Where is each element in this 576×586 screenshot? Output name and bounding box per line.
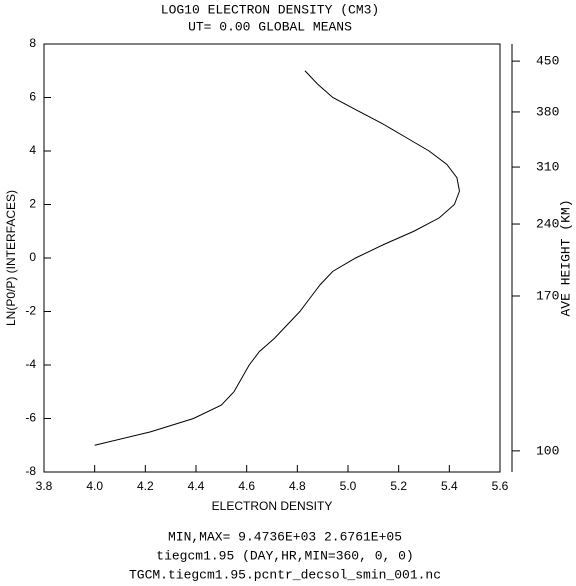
x-tick-label: 5.2: [390, 479, 407, 493]
data-line: [94, 70, 460, 446]
y-tick-label: -2: [25, 304, 36, 318]
y-tick-label: -4: [25, 357, 36, 371]
y2-tick-label: 100: [536, 443, 559, 458]
y-tick-label: -8: [25, 464, 36, 478]
y-tick-label: 8: [29, 36, 36, 50]
x-tick-label: 4.2: [137, 479, 154, 493]
x-tick-label: 5.4: [441, 479, 458, 493]
y2-tick-label: 310: [536, 159, 559, 174]
y2-tick-label: 170: [536, 288, 559, 303]
y2-tick-label: 240: [536, 216, 559, 231]
y-axis-label: LN(P0/P) (INTERFACES): [4, 190, 18, 326]
footer-line: TGCM.tiegcm1.95.pcntr_decsol_smin_001.nc: [129, 567, 441, 582]
y-tick-label: 6: [29, 90, 36, 104]
x-tick-label: 4.4: [188, 479, 205, 493]
x-tick-label: 4.6: [238, 479, 255, 493]
y2-tick-label: 450: [536, 54, 559, 69]
x-tick-label: 5.6: [492, 479, 509, 493]
x-tick-label: 4.8: [289, 479, 306, 493]
footer-line: MIN,MAX= 9.4736E+03 2.6761E+05: [168, 529, 402, 544]
x-tick-label: 3.8: [36, 479, 53, 493]
x-tick-label: 4.0: [86, 479, 103, 493]
y-tick-label: 4: [29, 143, 36, 157]
chart-subtitle: UT= 0.00 GLOBAL MEANS: [188, 19, 352, 34]
y-tick-label: -6: [25, 411, 36, 425]
chart-title: LOG10 ELECTRON DENSITY (CM3): [161, 2, 379, 17]
footer-line: tiegcm1.95 (DAY,HR,MIN=360, 0, 0): [156, 548, 413, 563]
y-tick-label: 2: [29, 197, 36, 211]
y2-tick-label: 380: [536, 104, 559, 119]
x-axis-label: ELECTRON DENSITY: [212, 499, 333, 513]
x-tick-label: 5.0: [340, 479, 357, 493]
y2-axis-label: AVE HEIGHT (KM): [558, 199, 573, 316]
plot-frame: [43, 43, 501, 473]
y-tick-label: 0: [29, 250, 36, 264]
